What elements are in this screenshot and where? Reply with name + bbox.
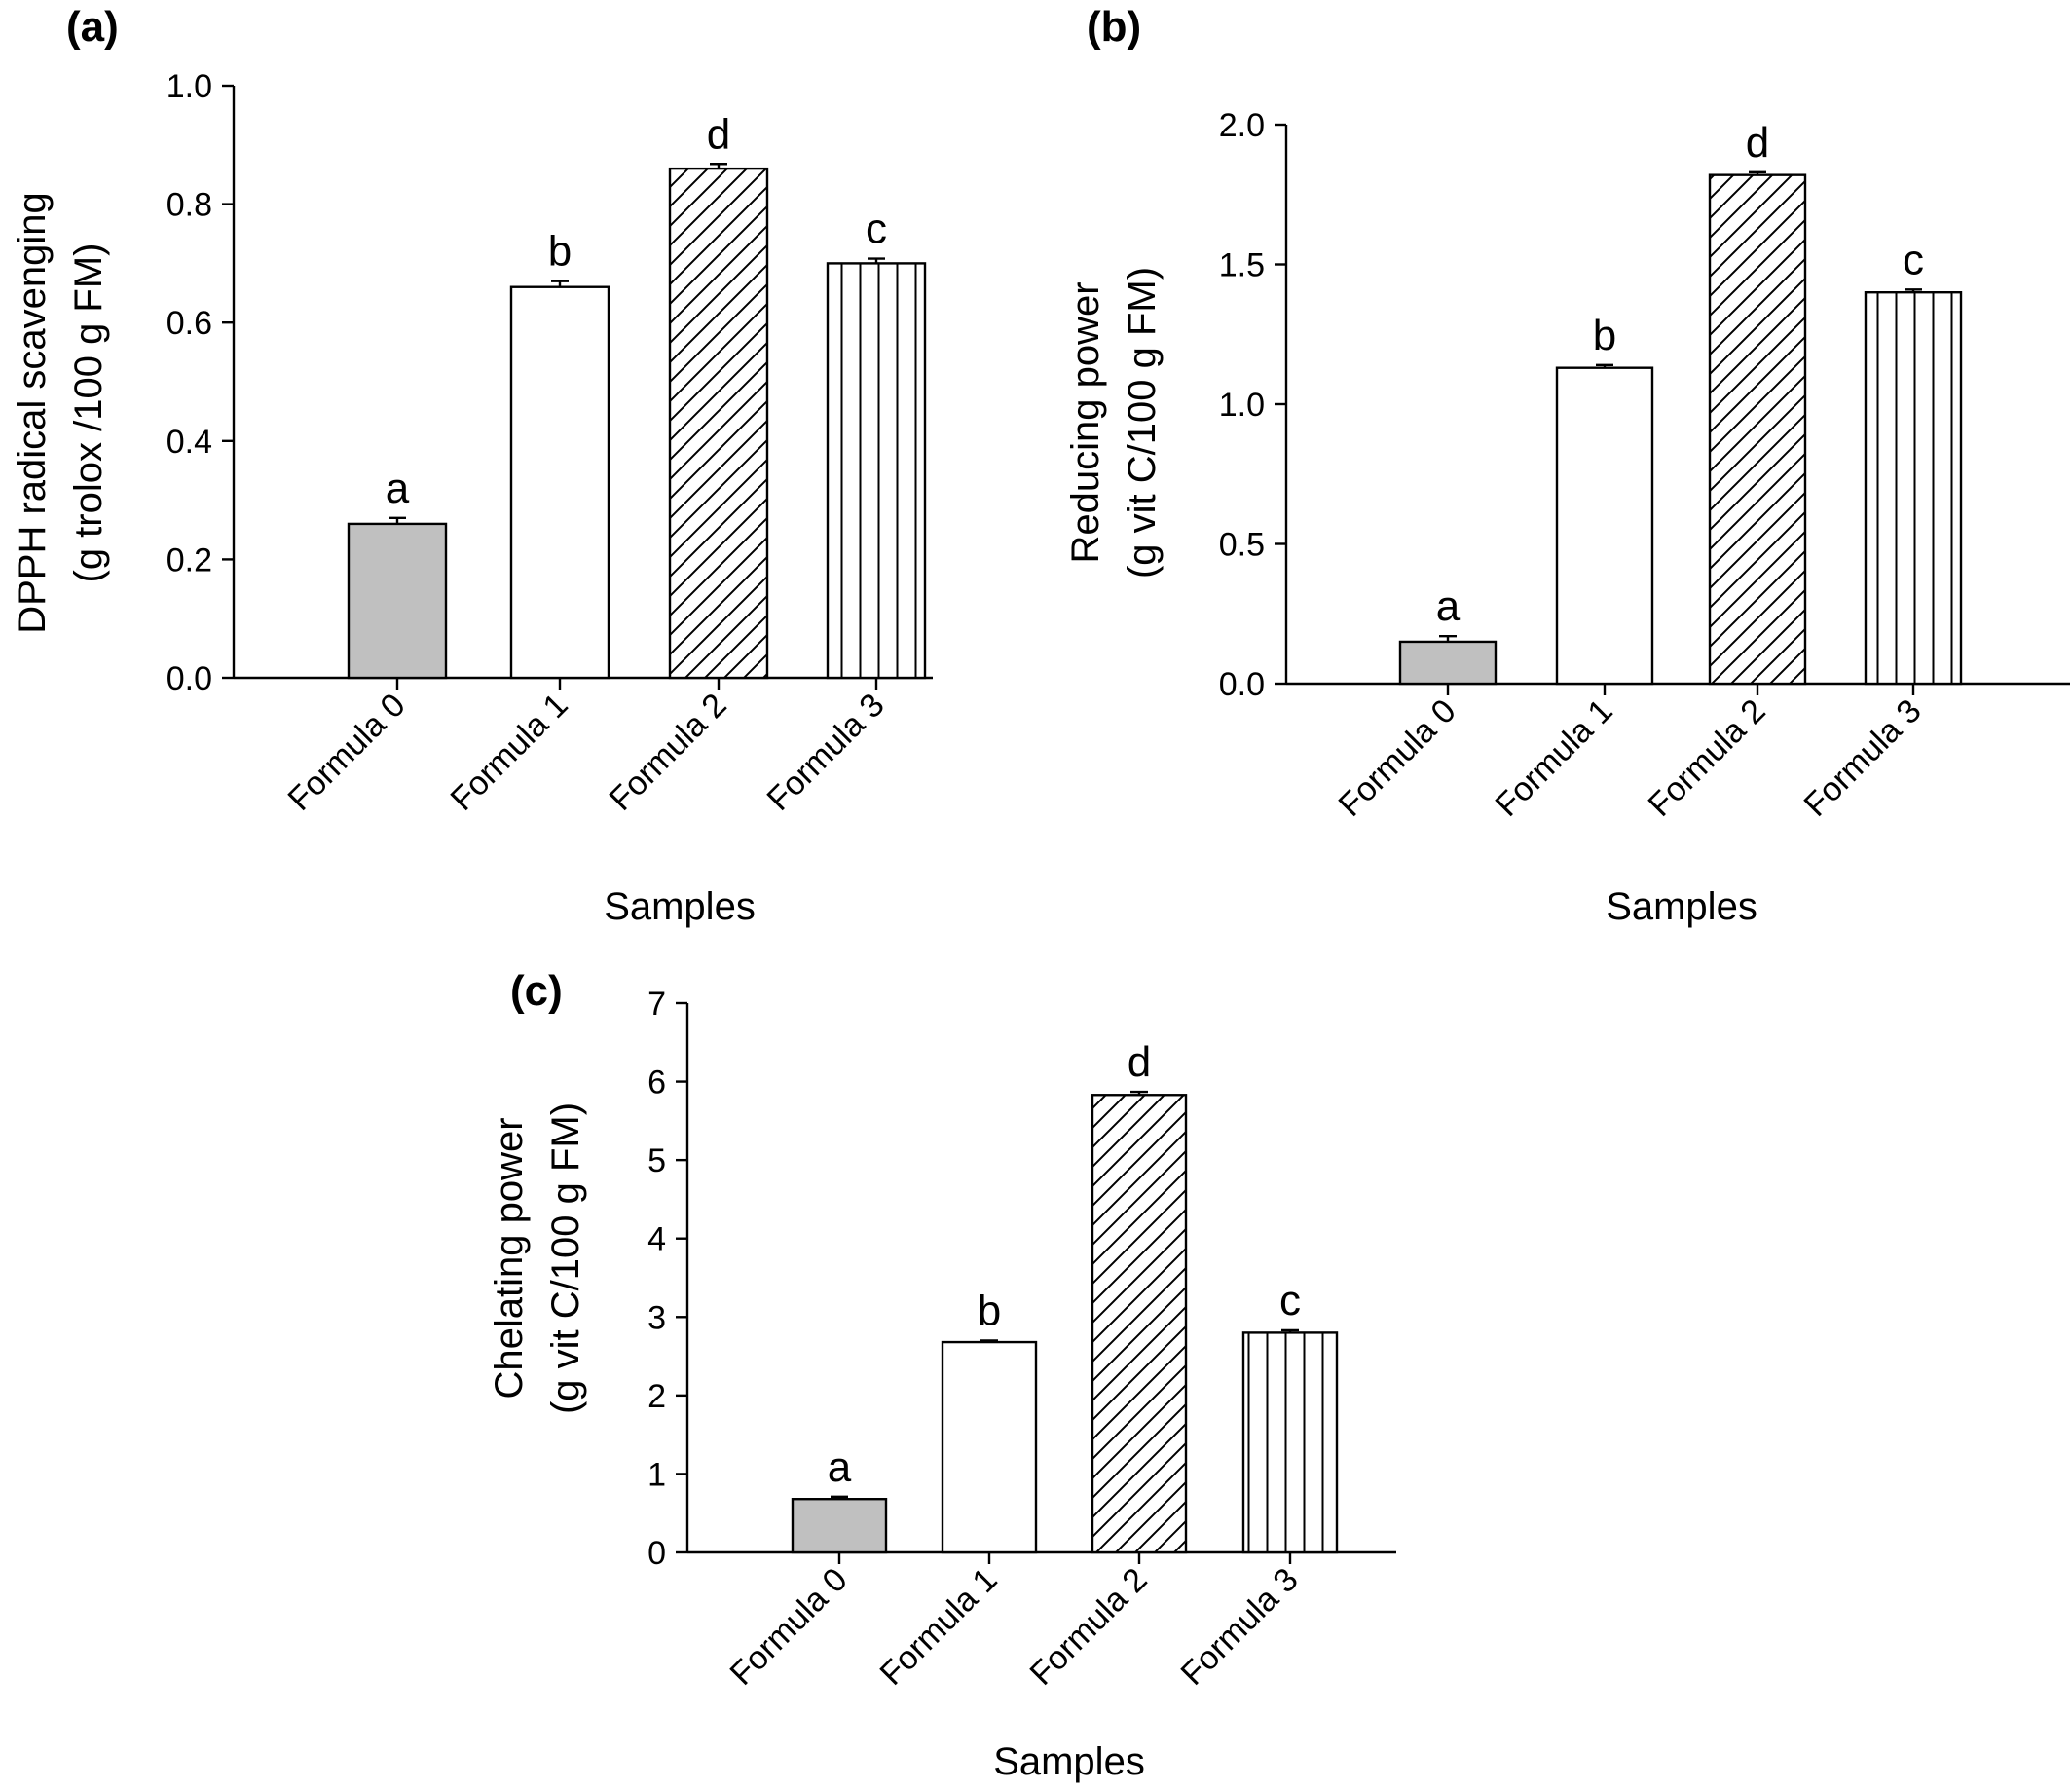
panel-a-bar-formula-1 <box>509 285 610 680</box>
panel-b-bar-formula-2 <box>1708 173 1807 686</box>
panel-a-label: (a) <box>66 3 119 51</box>
panel-a-plot: 0.0 0.2 0.4 0.6 0.8 1.0 Formula 0 a Formula 1 b Fo… <box>166 68 933 818</box>
panel-a-significance-letter: a <box>386 465 410 512</box>
panel-a-y-tick-label: 0.4 <box>166 424 212 461</box>
panel-a-y-axis-title-line1: DPPH radical scavenging <box>11 192 54 634</box>
panel-a-y-axis-title-line2: (g trolox /100 g FM) <box>67 243 110 582</box>
panel-c-category-label: Formula 1 <box>873 1561 1005 1693</box>
panel-c-bar-formula-1 <box>941 1340 1038 1554</box>
panel-a-category-label: Formula 2 <box>603 687 734 818</box>
panel-b-plot: 0.0 0.5 1.0 1.5 2.0 Formula 0 a Formula 1 b Formu… <box>1219 107 2070 824</box>
panel-a-y-tick-label: 0.2 <box>166 541 212 579</box>
panel-c-y-tick-label: 1 <box>648 1456 666 1493</box>
panel-a-category-label: Formula 0 <box>281 687 413 818</box>
panel-b-category-label: Formula 1 <box>1489 692 1620 824</box>
panel-b-y-tick-label: 1.0 <box>1219 387 1265 424</box>
panel-c-category-label: Formula 0 <box>723 1561 855 1693</box>
panel-b-bar-formula-1 <box>1555 366 1654 686</box>
panel-b-y-tick-label: 0.0 <box>1219 666 1265 703</box>
panel-b-y-tick-label: 2.0 <box>1219 107 1265 144</box>
panel-b-y-tick-label: 0.5 <box>1219 527 1265 564</box>
panel-c-bar-formula-3 <box>1241 1331 1339 1554</box>
panel-a-category-label: Formula 1 <box>444 687 575 818</box>
panel-c-y-tick-label: 7 <box>648 986 666 1023</box>
panel-a-significance-letter: c <box>866 205 887 253</box>
panel-a-bar-formula-3 <box>826 262 927 680</box>
panel-a-category-label: Formula 3 <box>760 687 892 818</box>
panel-c-bar-formula-0 <box>791 1498 888 1554</box>
panel-c-plot: 0 1 2 3 4 5 6 7 Formula 0 a Formula 1 b Formula 2 d Fo… <box>648 986 1396 1693</box>
panel-c-y-tick-label: 4 <box>648 1221 666 1258</box>
panel-b-significance-letter: d <box>1746 119 1769 167</box>
panel-c-category-label: Formula 2 <box>1023 1561 1155 1693</box>
panel-b-reducing-power-chart: (b) Reducing power (g vit C/100 g FM) Sa… <box>1064 3 2070 928</box>
panel-c-bar-formula-2 <box>1091 1094 1188 1554</box>
panel-a-y-tick-label: 0.6 <box>166 305 212 342</box>
panel-a-x-axis-title: Samples <box>604 885 756 928</box>
panel-b-bar-formula-3 <box>1864 291 1963 686</box>
panel-b-category-label: Formula 3 <box>1797 692 1929 824</box>
panel-c-y-axis-title-line1: Chelating power <box>488 1117 531 1399</box>
panel-c-x-axis-title: Samples <box>993 1740 1145 1783</box>
panel-c-chelating-power-chart: (c) Chelating power (g vit C/100 g FM) S… <box>488 967 1396 1783</box>
panel-c-y-axis-title-line2: (g vit C/100 g FM) <box>544 1102 587 1414</box>
panel-b-category-label: Formula 2 <box>1642 692 1773 824</box>
panel-a-y-tick-label: 0.0 <box>166 660 212 697</box>
panel-c-y-tick-label: 2 <box>648 1378 666 1415</box>
panel-c-y-tick-label: 6 <box>648 1064 666 1101</box>
panel-c-y-tick-label: 3 <box>648 1299 666 1336</box>
panel-c-significance-letter: a <box>828 1443 852 1491</box>
panel-b-y-axis-title-line2: (g vit C/100 g FM) <box>1121 267 1164 579</box>
panel-b-significance-letter: c <box>1903 236 1924 283</box>
panel-b-bar-formula-0 <box>1398 640 1498 686</box>
panel-c-label: (c) <box>510 967 563 1015</box>
panel-b-y-tick-label: 1.5 <box>1219 247 1265 284</box>
panel-a-y-tick-label: 0.8 <box>166 187 212 224</box>
panel-c-category-label: Formula 3 <box>1174 1561 1306 1693</box>
panel-c-y-tick-label: 5 <box>648 1142 666 1179</box>
panel-a-bar-formula-2 <box>668 167 769 680</box>
panel-b-significance-letter: b <box>1593 312 1616 359</box>
panel-c-y-tick-label: 0 <box>648 1535 666 1572</box>
panel-a-y-tick-label: 1.0 <box>166 68 212 105</box>
panel-b-significance-letter: a <box>1436 582 1461 630</box>
panel-b-x-axis-title: Samples <box>1606 885 1758 928</box>
panel-b-label: (b) <box>1087 3 1141 51</box>
panel-a-significance-letter: b <box>548 228 572 276</box>
panel-c-significance-letter: b <box>978 1287 1001 1334</box>
panel-a-dpph-chart: (a) DPPH radical scavenging (g trolox /1… <box>11 3 933 928</box>
panel-b-category-label: Formula 0 <box>1332 692 1463 824</box>
panel-a-bar-formula-0 <box>347 522 448 680</box>
panel-a-significance-letter: d <box>707 110 730 158</box>
panel-b-y-axis-title-line1: Reducing power <box>1064 281 1107 563</box>
panel-c-significance-letter: c <box>1279 1277 1301 1325</box>
panel-c-significance-letter: d <box>1128 1038 1151 1086</box>
